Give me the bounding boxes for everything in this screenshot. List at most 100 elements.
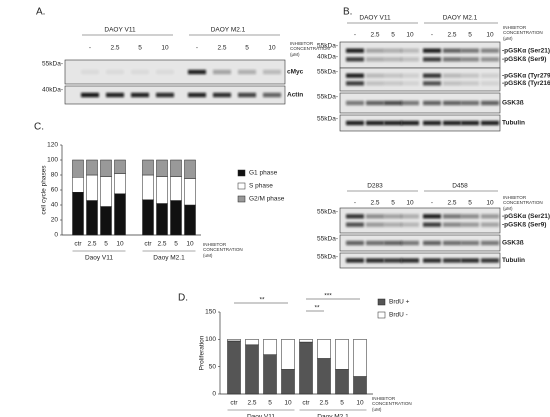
group-label: DAOY V11 xyxy=(359,15,391,22)
legend-swatch xyxy=(237,195,246,203)
band xyxy=(346,48,364,53)
legend-label: BrdU + xyxy=(389,299,410,306)
band xyxy=(366,73,384,78)
legend-swatch xyxy=(237,169,246,177)
band xyxy=(401,73,419,78)
blot-membrane xyxy=(339,41,501,69)
lane-label: 5 xyxy=(468,200,472,207)
bar-segment xyxy=(100,206,112,236)
lane-label: 2.5 xyxy=(447,200,456,207)
band xyxy=(461,57,479,62)
bar-segment xyxy=(170,176,182,201)
group-label: Daoy M2.1 xyxy=(153,255,185,262)
group-label: DAOY V11 xyxy=(104,27,136,34)
band xyxy=(481,48,499,53)
band xyxy=(401,48,419,53)
y-tick-label: 80 xyxy=(51,172,59,179)
band xyxy=(346,120,364,126)
band xyxy=(461,240,479,246)
lane-label: 2.5 xyxy=(110,45,119,52)
kda-marker: 55kDa- xyxy=(317,43,338,50)
band xyxy=(346,240,364,246)
legend-label: BrdU - xyxy=(389,312,408,319)
band xyxy=(481,57,499,62)
x-tick-label: 10 xyxy=(356,400,364,407)
band xyxy=(401,258,419,263)
band xyxy=(384,240,402,246)
band xyxy=(131,92,149,98)
band xyxy=(423,73,441,78)
band xyxy=(481,100,499,106)
condition-note: INHIBITOR CONCENTRATION (uM) xyxy=(372,396,412,412)
bar-segment xyxy=(299,341,313,395)
band xyxy=(346,73,364,78)
x-tick-label: ctr xyxy=(144,241,152,248)
lane-label: 2.5 xyxy=(370,32,379,39)
bar-segment xyxy=(317,339,331,359)
legend-label: G2/M phase xyxy=(249,196,285,203)
bar-segment xyxy=(156,203,168,236)
bar-segment xyxy=(281,369,295,395)
bar-segment xyxy=(263,339,277,355)
y-tick-label: 0 xyxy=(54,232,58,239)
lane-label: 5 xyxy=(138,45,142,52)
band xyxy=(443,48,461,53)
bar-segment xyxy=(100,176,112,207)
protein-label: -pGSKß (Tyr216) xyxy=(502,80,550,87)
band xyxy=(346,258,364,263)
kda-marker: 55kDa- xyxy=(317,69,338,76)
protein-label: -pGSKß (Ser9) xyxy=(502,56,546,63)
group-label: DAOY M2.1 xyxy=(443,15,478,22)
band xyxy=(461,81,479,86)
protein-label: -pGSKα (Tyr279) xyxy=(502,72,550,79)
significance-label: ** xyxy=(314,305,320,312)
kda-marker: 55kDa- xyxy=(317,116,338,123)
band xyxy=(384,222,402,227)
band xyxy=(461,100,479,106)
band xyxy=(423,100,441,106)
band xyxy=(384,48,402,53)
protein-label: -pGSKα (Ser21) xyxy=(502,47,550,54)
band xyxy=(346,214,364,219)
band xyxy=(366,48,384,53)
band xyxy=(423,258,441,263)
band xyxy=(423,240,441,246)
band xyxy=(443,73,461,78)
band xyxy=(423,57,441,62)
bar-segment xyxy=(86,200,98,236)
bar-segment xyxy=(86,174,98,201)
blot-membrane xyxy=(339,207,501,234)
group-label: D283 xyxy=(367,183,383,190)
legend-label: S phase xyxy=(249,183,273,190)
condition-text: INHIBITOR CONCENTRATION (μM) xyxy=(503,25,543,41)
panel-label: C. xyxy=(34,122,44,133)
band xyxy=(263,92,281,98)
condition-text: INHIBITOR CONCENTRATION (uM) xyxy=(203,242,243,258)
band xyxy=(401,81,419,86)
bar-segment xyxy=(114,173,126,194)
y-tick-label: 60 xyxy=(51,187,59,194)
x-tick-label: 5 xyxy=(340,400,344,407)
legend-swatch xyxy=(237,182,246,190)
bar-segment xyxy=(170,159,182,177)
y-axis-title: cell cycle phases xyxy=(41,165,48,215)
condition-note: INHIBITOR CONCENTRATION (uM) xyxy=(203,242,243,258)
band xyxy=(263,69,281,75)
x-tick-label: 5 xyxy=(174,241,178,248)
band xyxy=(443,57,461,62)
lane-label: 10 xyxy=(268,45,276,52)
y-tick-label: 40 xyxy=(51,202,59,209)
bar-segment xyxy=(142,199,154,236)
condition-note: INHIBITOR CONCENTRATION (μM) xyxy=(503,195,543,211)
kda-marker: 55kDa- xyxy=(317,209,338,216)
lane-label: 5 xyxy=(468,32,472,39)
band xyxy=(401,57,419,62)
band xyxy=(366,214,384,219)
band xyxy=(384,81,402,86)
y-tick-label: 100 xyxy=(47,157,58,164)
bar-segment xyxy=(281,339,295,370)
lane-label: - xyxy=(354,32,356,39)
bar-segment xyxy=(227,340,241,395)
bar-segment xyxy=(184,159,196,179)
band xyxy=(156,92,174,98)
